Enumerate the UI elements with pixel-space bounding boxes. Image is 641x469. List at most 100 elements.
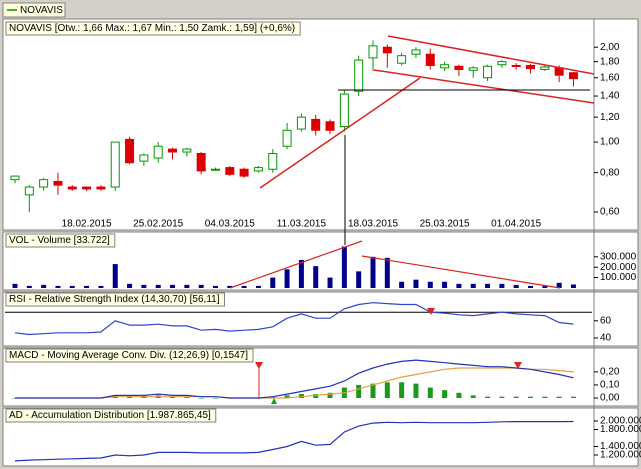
y-tick-label: 100.000 <box>600 272 637 283</box>
buy-signal <box>271 398 277 404</box>
x-tick-label: 11.03.2015 <box>277 219 327 230</box>
bar <box>298 259 304 288</box>
candle-body <box>339 93 349 128</box>
candle-body <box>225 167 235 175</box>
candle-body <box>368 45 378 59</box>
x-tick-label: 04.03.2015 <box>205 219 255 230</box>
y-tick-label: 200.000 <box>600 262 637 273</box>
y-tick-label: 40 <box>600 333 612 344</box>
bar <box>499 396 505 398</box>
bar <box>141 284 147 288</box>
y-tick-label: 1,20 <box>600 112 620 123</box>
candle-body <box>497 61 507 66</box>
bar <box>170 396 176 398</box>
sell-signal <box>427 308 435 315</box>
bar <box>384 257 390 288</box>
bar <box>170 284 176 288</box>
bar <box>270 396 276 398</box>
bar <box>212 397 218 399</box>
panel-title: VOL - Volume [33.722] <box>9 235 110 246</box>
candle-body <box>67 186 77 190</box>
x-tick-label: 25.02.2015 <box>133 219 183 230</box>
candle-body <box>10 175 20 181</box>
bar <box>356 271 362 288</box>
line <box>15 359 574 399</box>
sell-signal <box>514 362 522 369</box>
y-tick-label: 1.800.000 <box>600 424 641 435</box>
trend-line <box>361 255 561 289</box>
bar <box>255 285 261 288</box>
bar <box>184 396 190 398</box>
candle-body <box>153 145 163 159</box>
candle-body <box>483 65 493 79</box>
candle-body <box>397 55 407 64</box>
x-tick-label: 18.03.2015 <box>348 219 398 230</box>
bar <box>442 281 448 288</box>
x-tick-label: 18.02.2015 <box>62 219 112 230</box>
candle-body <box>425 53 435 66</box>
bar <box>513 396 519 398</box>
candle-body <box>253 167 263 172</box>
bar <box>184 284 190 288</box>
bar <box>341 246 347 288</box>
bar <box>556 396 562 398</box>
bar <box>556 282 562 288</box>
bar <box>270 277 276 288</box>
bar <box>570 284 576 288</box>
bar <box>485 283 491 288</box>
candle-body <box>196 152 206 172</box>
panel-title: AD - Accumulation Distribution [1.987.86… <box>9 410 211 421</box>
bar <box>570 396 576 398</box>
candle-body <box>354 59 364 92</box>
candle-body <box>440 64 450 69</box>
x-tick-label: 25.03.2015 <box>420 219 470 230</box>
y-tick-label: 0,00 <box>600 393 620 404</box>
bar <box>327 277 333 288</box>
annotations <box>229 35 595 404</box>
candle-body <box>24 186 34 196</box>
candle-body <box>554 67 564 76</box>
line <box>15 367 574 399</box>
bar <box>212 285 218 288</box>
line <box>14 302 574 336</box>
candle-body <box>382 46 392 54</box>
candle-body <box>511 64 521 67</box>
bar <box>55 285 61 288</box>
bar <box>542 285 548 288</box>
bar <box>513 284 519 288</box>
candle-body <box>540 66 550 70</box>
panel-title-box <box>5 292 225 307</box>
bar <box>98 285 104 288</box>
bar <box>198 284 204 288</box>
candle-body <box>296 116 306 130</box>
bar <box>313 266 319 288</box>
bar <box>442 390 448 398</box>
bar <box>485 396 491 398</box>
bar <box>198 397 204 399</box>
y-tick-label: 300.000 <box>600 251 637 262</box>
bar <box>470 283 476 288</box>
bar <box>413 279 419 288</box>
y-tick-label: 2,00 <box>600 42 620 53</box>
panel-title: RSI - Relative Strength Index (14,30,70)… <box>9 294 220 305</box>
panel-title-box <box>5 348 254 363</box>
candle-body <box>468 67 478 71</box>
legend-box <box>2 2 66 18</box>
candle-body <box>39 179 49 188</box>
candle-body <box>268 152 278 170</box>
bar <box>528 396 534 398</box>
candle-body <box>210 168 220 171</box>
sell-signal <box>255 362 263 369</box>
price-panel <box>2 18 639 231</box>
bar <box>284 269 290 288</box>
bar <box>155 284 161 288</box>
rsi-panel <box>2 291 639 347</box>
y-tick-label: 1,00 <box>600 137 620 148</box>
bar <box>313 394 319 398</box>
y-tick-label: 60 <box>600 315 612 326</box>
trend-line <box>229 240 363 289</box>
bar <box>84 285 90 288</box>
y-tick-label: 0,20 <box>600 367 620 378</box>
bar <box>399 281 405 288</box>
